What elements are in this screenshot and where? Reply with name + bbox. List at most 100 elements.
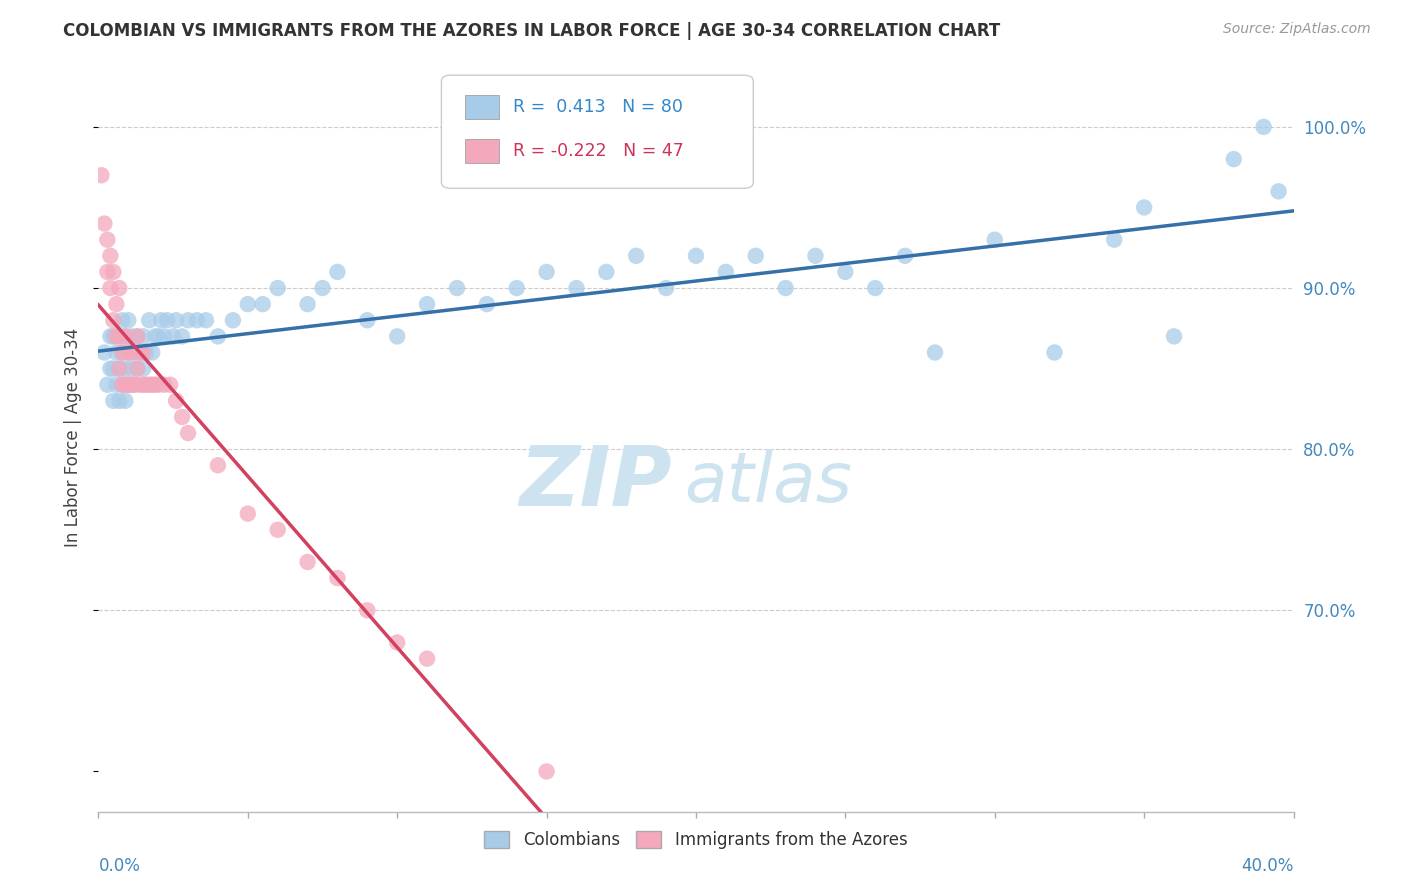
Point [108, 329, 131, 343]
Point [124, 345, 146, 359]
Point [195, 313, 218, 327]
Point [894, 249, 917, 263]
Point [105, 297, 128, 311]
Point [297, 297, 319, 311]
Point [129, 377, 152, 392]
Point [114, 329, 136, 343]
Point [745, 249, 768, 263]
Point [117, 313, 139, 327]
Point [865, 281, 887, 295]
Point [356, 313, 378, 327]
Point [96, 377, 118, 392]
Point [103, 265, 125, 279]
Point [98, 361, 122, 376]
Point [297, 555, 319, 569]
Point [1253, 120, 1275, 134]
Point [111, 345, 134, 359]
Point [685, 249, 707, 263]
Point [90, 168, 112, 182]
Point [326, 265, 349, 279]
Point [105, 329, 128, 343]
Point [132, 345, 155, 359]
Point [120, 329, 142, 343]
Point [129, 345, 152, 359]
Point [1104, 233, 1126, 247]
Text: 0.0%: 0.0% [98, 856, 141, 875]
Point [114, 393, 136, 408]
Point [446, 281, 468, 295]
Point [127, 361, 149, 376]
Point [326, 571, 349, 585]
Point [252, 297, 274, 311]
Point [150, 313, 173, 327]
Point [475, 297, 498, 311]
Point [96, 233, 118, 247]
Point [138, 377, 160, 392]
Point [267, 523, 290, 537]
Point [117, 345, 139, 359]
Point [117, 345, 139, 359]
Point [111, 345, 134, 359]
Point [114, 329, 136, 343]
FancyBboxPatch shape [465, 139, 499, 162]
Point [108, 281, 131, 295]
Point [127, 361, 149, 376]
Point [103, 329, 125, 343]
Point [143, 377, 166, 392]
Text: R = -0.222   N = 47: R = -0.222 N = 47 [513, 142, 683, 160]
Point [93, 345, 115, 359]
Point [165, 313, 187, 327]
Point [267, 281, 290, 295]
Text: atlas: atlas [685, 449, 852, 516]
FancyBboxPatch shape [465, 95, 499, 120]
Point [111, 377, 134, 392]
Point [506, 281, 529, 295]
Point [186, 313, 208, 327]
Point [153, 329, 176, 343]
Text: ZIP: ZIP [519, 442, 672, 523]
Point [105, 345, 128, 359]
Point [111, 313, 134, 327]
Point [129, 345, 152, 359]
Point [984, 233, 1007, 247]
Point [103, 313, 125, 327]
Point [207, 329, 229, 343]
Point [1043, 345, 1066, 359]
Point [120, 361, 142, 376]
Point [626, 249, 648, 263]
Point [159, 377, 181, 392]
Point [1133, 201, 1156, 215]
Point [356, 603, 378, 617]
Point [135, 377, 157, 392]
Text: Source: ZipAtlas.com: Source: ZipAtlas.com [1223, 22, 1371, 37]
Point [536, 764, 558, 779]
Point [207, 458, 229, 473]
Point [117, 377, 139, 392]
Point [1223, 152, 1246, 166]
Point [120, 345, 142, 359]
Point [138, 313, 160, 327]
Point [114, 377, 136, 392]
Point [172, 329, 194, 343]
Legend: Colombians, Immigrants from the Azores: Colombians, Immigrants from the Azores [478, 824, 914, 855]
Point [148, 377, 170, 392]
Point [98, 249, 122, 263]
Point [114, 361, 136, 376]
Point [124, 377, 146, 392]
Point [385, 635, 409, 649]
Y-axis label: In Labor Force | Age 30-34: In Labor Force | Age 30-34 [65, 327, 83, 547]
Point [148, 329, 170, 343]
Point [1267, 185, 1289, 199]
Point [93, 217, 115, 231]
Point [120, 377, 142, 392]
Point [655, 281, 678, 295]
Point [172, 409, 194, 424]
Point [124, 377, 146, 392]
Point [924, 345, 946, 359]
Point [132, 361, 155, 376]
Point [177, 425, 200, 440]
Point [311, 281, 333, 295]
Point [804, 249, 827, 263]
Text: 40.0%: 40.0% [1241, 856, 1294, 875]
Point [141, 345, 163, 359]
